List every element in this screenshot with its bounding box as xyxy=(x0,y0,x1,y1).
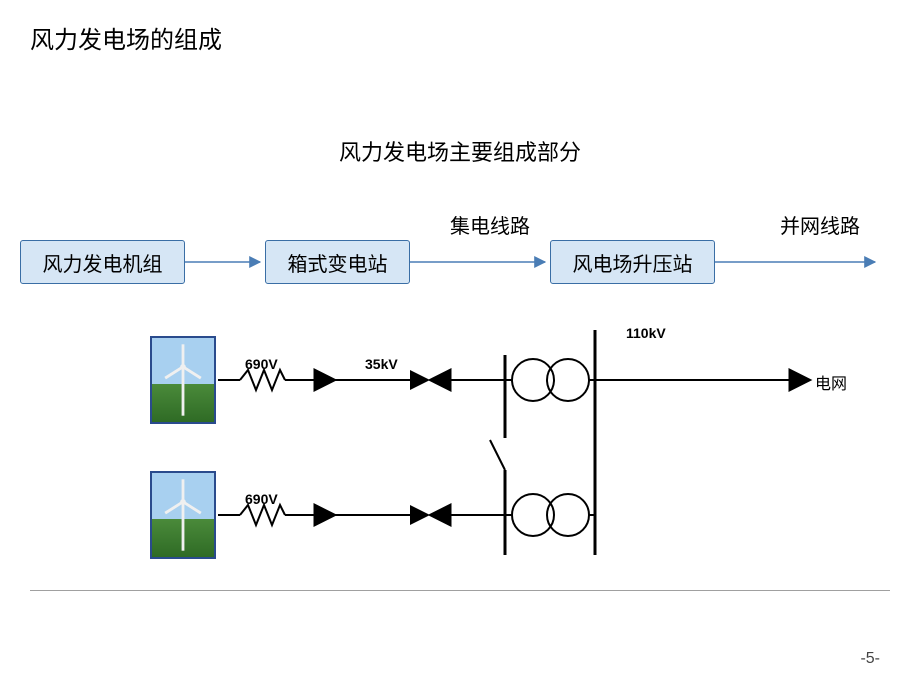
schematic-svg xyxy=(120,320,840,590)
flow-row: 风力发电机组 箱式变电站 风电场升压站 集电线路 并网线路 xyxy=(20,240,900,300)
page-title: 风力发电场的组成 xyxy=(30,20,222,55)
subtitle: 风力发电场主要组成部分 xyxy=(0,135,920,167)
block-stepup-station: 风电场升压站 xyxy=(550,240,715,284)
block-turbine-set: 风力发电机组 xyxy=(20,240,185,284)
schematic: 690V 690V 35kV 110kV 电网 xyxy=(120,320,840,590)
arrow-label-collector: 集电线路 xyxy=(450,210,530,239)
arrow-label-grid: 并网线路 xyxy=(780,210,860,239)
block-box-substation: 箱式变电站 xyxy=(265,240,410,284)
divider xyxy=(30,590,890,591)
page-number: -5- xyxy=(860,650,880,668)
